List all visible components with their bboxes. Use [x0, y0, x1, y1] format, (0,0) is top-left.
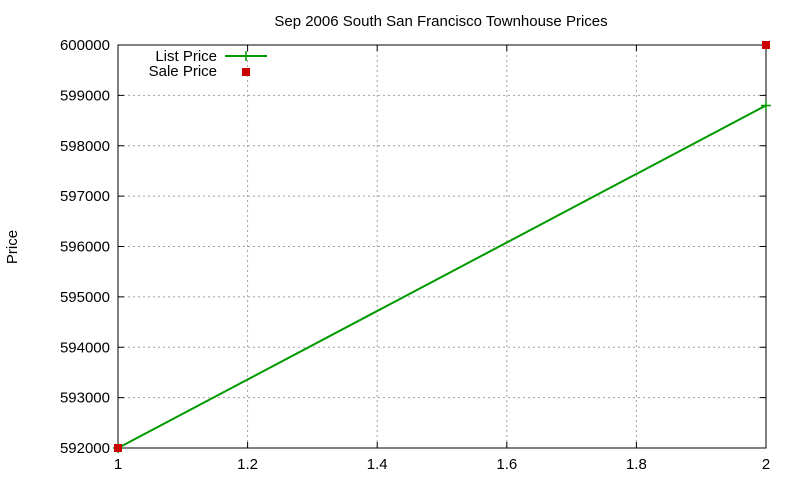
- x-tick-label: 1.8: [626, 456, 647, 473]
- plot-frame: [117, 44, 767, 449]
- y-tick-label: 594000: [60, 339, 110, 356]
- legend-label-sale-price: Sale Price: [149, 63, 217, 80]
- y-tick-label: 596000: [60, 239, 110, 256]
- series-list-price: [113, 100, 771, 453]
- y-tick-labels: 592000 593000 594000 595000 596000 597000 5980…: [60, 37, 766, 457]
- list-price-point: [761, 100, 771, 111]
- list-price-line: [117, 104, 767, 449]
- grid-lines: [118, 45, 766, 448]
- y-tick-label: 599000: [60, 87, 110, 104]
- x-tick-label: 2: [762, 456, 770, 473]
- legend: List Price Sale Price: [149, 48, 267, 80]
- legend-marker-sale-price: [242, 68, 250, 76]
- legend-marker-list-price: [241, 51, 251, 61]
- sale-price-point: [114, 444, 122, 452]
- y-tick-label: 598000: [60, 138, 110, 155]
- y-tick-label: 593000: [60, 390, 110, 407]
- legend-label-list-price: List Price: [155, 48, 217, 65]
- x-tick-label: 1: [114, 456, 122, 473]
- x-tick-label: 1.4: [367, 456, 388, 473]
- y-tick-label: 595000: [60, 289, 110, 306]
- series-sale-price: [114, 41, 770, 452]
- y-axis-label: Price: [4, 230, 21, 264]
- x-tick-labels: 1 1.2 1.4 1.6 1.8 2: [114, 45, 770, 473]
- chart-title: Sep 2006 South San Francisco Townhouse P…: [274, 13, 607, 30]
- sale-price-point: [762, 41, 770, 49]
- y-tick-label: 597000: [60, 188, 110, 205]
- x-tick-label: 1.6: [496, 456, 517, 473]
- x-tick-label: 1.2: [237, 456, 258, 473]
- y-tick-label: 592000: [60, 440, 110, 457]
- y-tick-label: 600000: [60, 37, 110, 54]
